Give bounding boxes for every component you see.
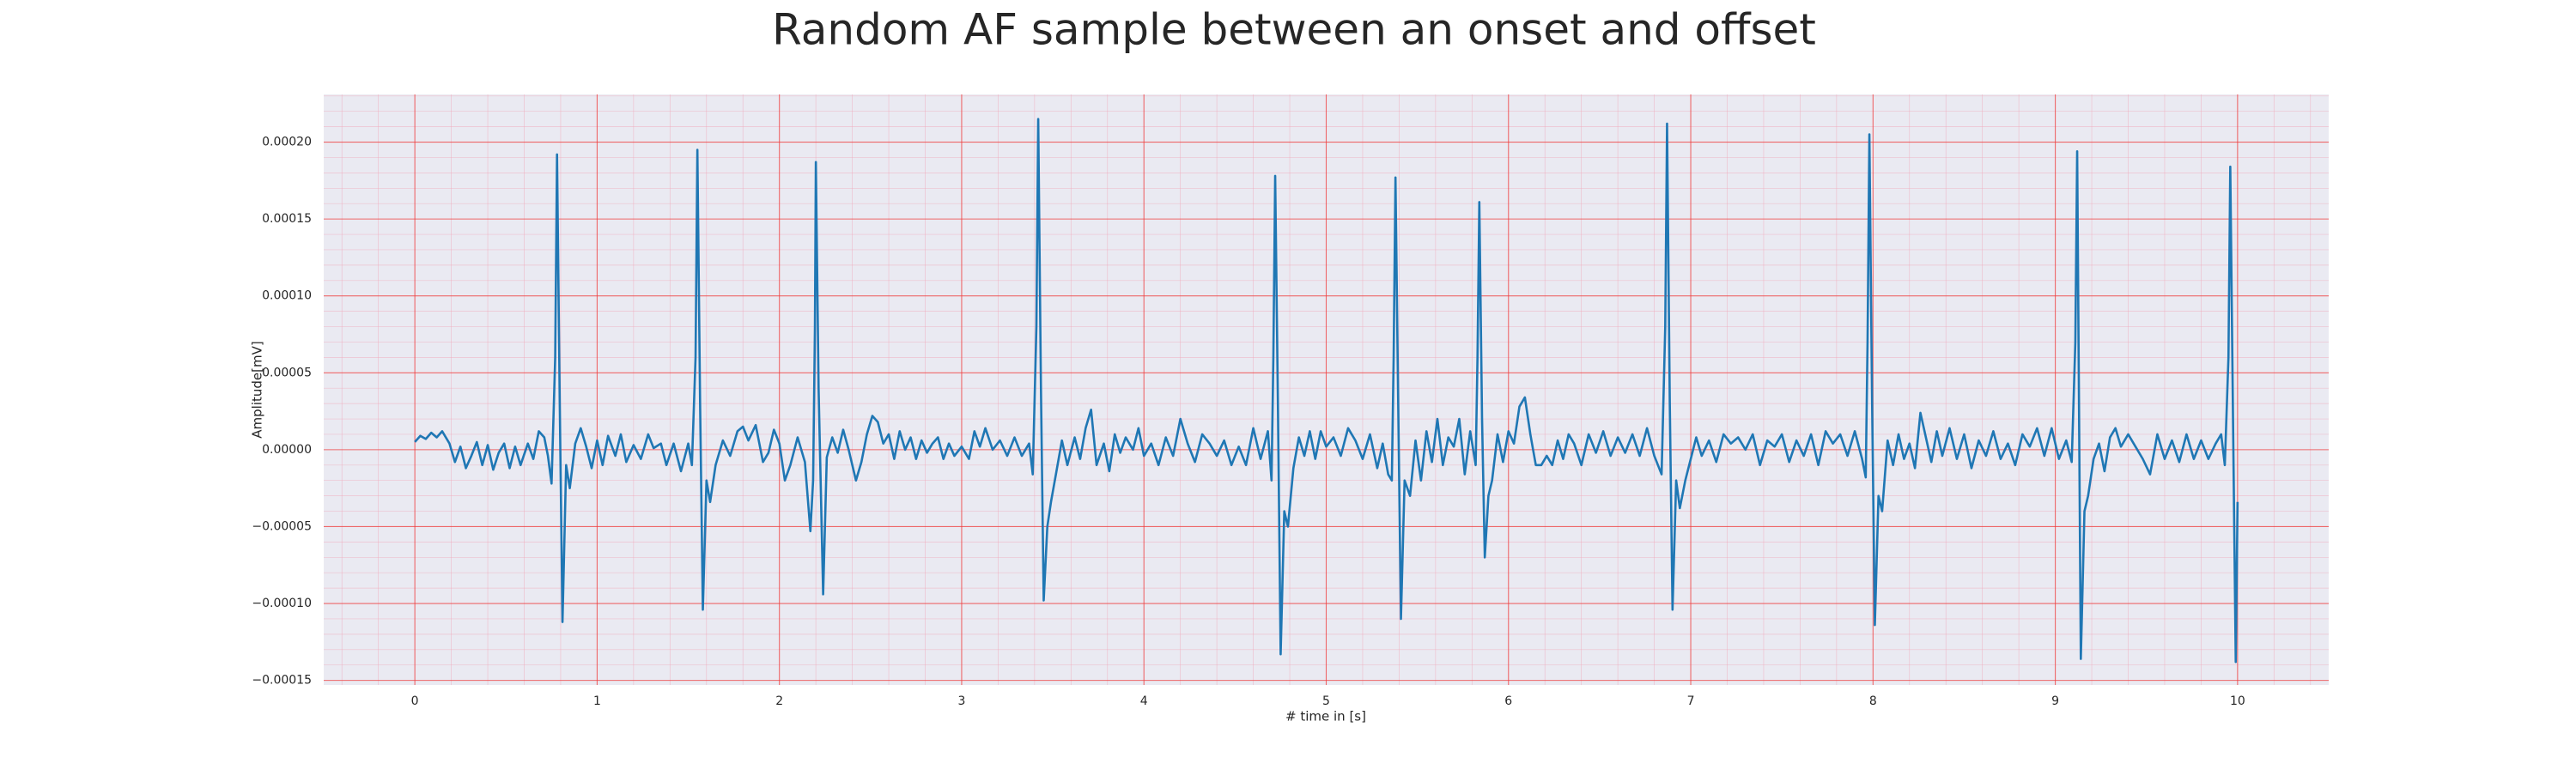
x-tick-label: 2 <box>775 694 783 708</box>
y-tick-label: 0.00020 <box>262 136 312 149</box>
y-tick-label: −0.00005 <box>252 519 312 533</box>
y-tick-label: 0.00010 <box>262 289 312 303</box>
x-tick-label: 9 <box>2051 694 2059 708</box>
x-tick-label: 5 <box>1322 694 1330 708</box>
chart-title: Random AF sample between an onset and of… <box>772 5 1816 55</box>
y-axis-label: Amplitude[mV] <box>250 341 265 438</box>
y-tick-label: −0.00010 <box>252 597 312 610</box>
x-tick-label: 3 <box>957 694 965 708</box>
x-tick-label: 4 <box>1140 694 1148 708</box>
y-tick-label: 0.00000 <box>262 443 312 457</box>
x-tick-label: 8 <box>1869 694 1877 708</box>
signal-line <box>414 118 2239 664</box>
x-tick-label: 7 <box>1687 694 1695 708</box>
x-tick-label: 1 <box>593 694 601 708</box>
y-tick-label: 0.00015 <box>262 212 312 226</box>
y-tick-label: 0.00005 <box>262 366 312 379</box>
x-tick-label: 0 <box>411 694 419 708</box>
y-tick-label: −0.00015 <box>252 674 312 688</box>
x-axis-label: # time in [s] <box>1285 709 1366 724</box>
x-tick-label: 10 <box>2230 694 2245 708</box>
x-tick-label: 6 <box>1504 694 1512 708</box>
